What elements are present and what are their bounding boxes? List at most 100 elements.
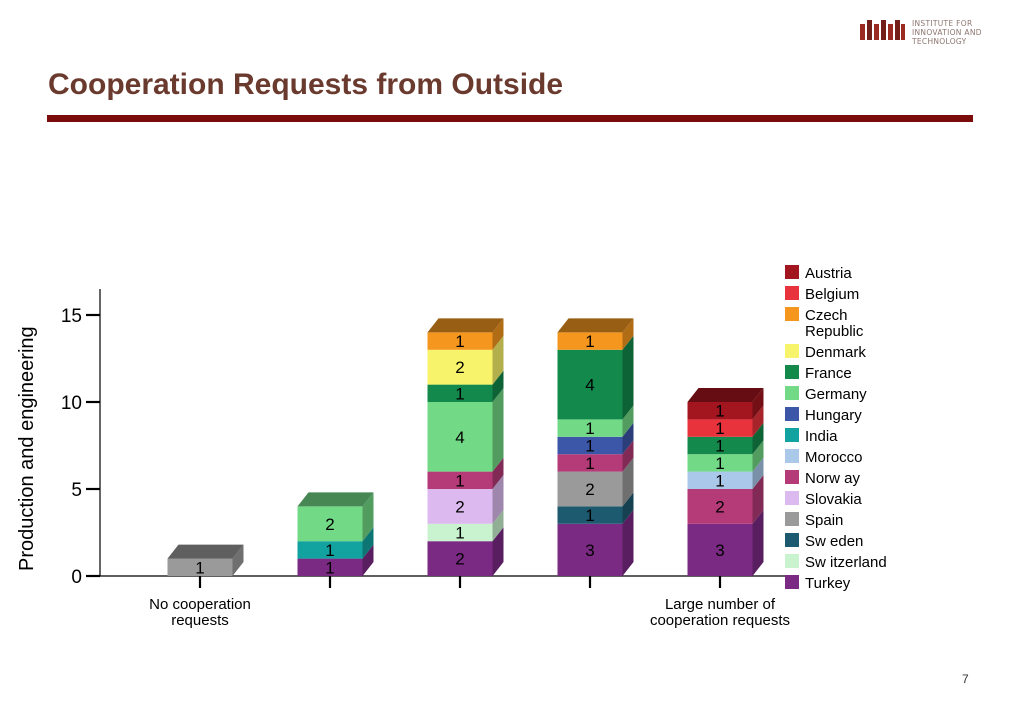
bar-segment	[427, 332, 493, 350]
bar-value-label: 1	[325, 541, 334, 560]
legend-swatch	[785, 365, 799, 379]
bar-side	[622, 335, 634, 420]
bar-stack: 2 1 2 1 4 1 2 1	[427, 318, 504, 576]
legend-label: India	[805, 428, 838, 445]
y-tick-label: 10	[61, 393, 82, 414]
legend-swatch	[785, 428, 799, 442]
bar-side	[622, 318, 634, 350]
legend-label: Spain	[805, 512, 843, 529]
legend-label: Belgium	[805, 286, 859, 303]
bar-stack: 11 2	[297, 492, 374, 577]
x-tick-label: requests	[171, 612, 229, 629]
legend-swatch	[785, 407, 799, 421]
bar-side	[492, 527, 504, 576]
bar-segment	[297, 541, 363, 559]
legend-label: Morocco	[805, 449, 863, 466]
bar-side	[492, 509, 504, 542]
logo-block	[888, 24, 893, 40]
bar-segment	[687, 489, 753, 524]
bar-side	[752, 422, 764, 455]
bar-value-label: 4	[585, 376, 594, 395]
legend-swatch	[785, 265, 799, 279]
legend-label: Turkey	[805, 575, 851, 592]
bar-value-label: 2	[455, 550, 464, 569]
legend-swatch	[785, 554, 799, 568]
bar-value-label: 1	[455, 384, 464, 403]
bar-side	[752, 388, 764, 420]
bar-segment	[687, 419, 753, 437]
bar-side	[622, 440, 634, 472]
bar-side	[622, 492, 634, 524]
legend-swatch	[785, 491, 799, 505]
x-tick-label: Large number of	[665, 596, 776, 613]
bar-segment	[297, 558, 363, 576]
logo-line-2: INNOVATION AND	[912, 28, 982, 37]
logo-mark-icon	[860, 20, 905, 40]
legend-label: Hungary	[805, 407, 862, 424]
bar-side	[752, 457, 764, 489]
logo-text: INSTITUTE FOR INNOVATION AND TECHNOLOGY	[912, 19, 982, 46]
bar-value-label: 1	[455, 332, 464, 351]
bar-segment	[297, 506, 363, 542]
bar-segment	[557, 436, 623, 455]
bar-side	[622, 509, 634, 576]
bar-segment	[687, 402, 753, 420]
bar-top	[557, 318, 634, 333]
bar-side	[622, 422, 634, 455]
bar-value-label: 2	[585, 480, 594, 499]
bar-value-label: 1	[715, 454, 724, 473]
bar-value-label: 1	[585, 506, 594, 525]
legend-swatch	[785, 575, 799, 589]
bar-side	[362, 544, 374, 576]
bar-value-label: 1	[195, 558, 204, 577]
legend-label: Sw eden	[805, 533, 863, 550]
bar-value-label: 2	[715, 497, 724, 516]
bar-side	[492, 335, 504, 385]
bar-side	[492, 318, 504, 350]
bar-segment	[557, 419, 623, 437]
bar-side	[492, 388, 504, 472]
x-tick-label: No cooperation	[149, 596, 251, 613]
bar-value-label: 1	[585, 454, 594, 473]
bar-segment	[427, 384, 493, 402]
page-number: 7	[962, 672, 969, 686]
bar-segment	[557, 523, 623, 576]
legend-label: Republic	[805, 323, 864, 340]
bar-segment	[427, 471, 493, 489]
y-tick-label: 15	[61, 306, 82, 327]
bar-side	[492, 370, 504, 402]
bar-value-label: 1	[715, 471, 724, 490]
bar-top	[687, 388, 764, 402]
slide-title: Cooperation Requests from Outside	[48, 68, 564, 101]
bar-side	[752, 405, 764, 437]
legend-swatch	[785, 386, 799, 400]
bar-segment	[687, 523, 753, 576]
bar-segment	[427, 489, 493, 524]
bar-segment	[557, 471, 623, 507]
bar-value-label: 1	[585, 419, 594, 438]
bar-side	[752, 509, 764, 576]
bar-segment	[687, 471, 753, 489]
bar-segment	[427, 523, 493, 542]
bar-side	[492, 457, 504, 489]
legend-label: Germany	[805, 386, 867, 403]
logo-block	[860, 24, 865, 40]
y-tick-label: 0	[71, 567, 82, 588]
x-tick-label: cooperation requests	[650, 612, 790, 629]
bar-side	[752, 440, 764, 472]
bar-side	[492, 475, 504, 524]
bar-segment	[427, 349, 493, 385]
bar-value-label: 1	[325, 558, 334, 577]
legend-label: Czech	[805, 307, 848, 324]
bar-value-label: 1	[585, 437, 594, 456]
bar-value-label: 2	[455, 358, 464, 377]
legend-swatch	[785, 307, 799, 321]
bar-value-label: 1	[715, 437, 724, 456]
bar-segment	[557, 349, 623, 420]
stacked-bar-chart: Production and engineering 0 5 10 15 1 No coop…	[16, 265, 887, 629]
bar-value-label: 3	[715, 541, 724, 560]
y-axis-label: Production and engineering	[16, 326, 38, 571]
legend-label: Norw ay	[805, 470, 861, 487]
bar-top	[167, 544, 244, 559]
